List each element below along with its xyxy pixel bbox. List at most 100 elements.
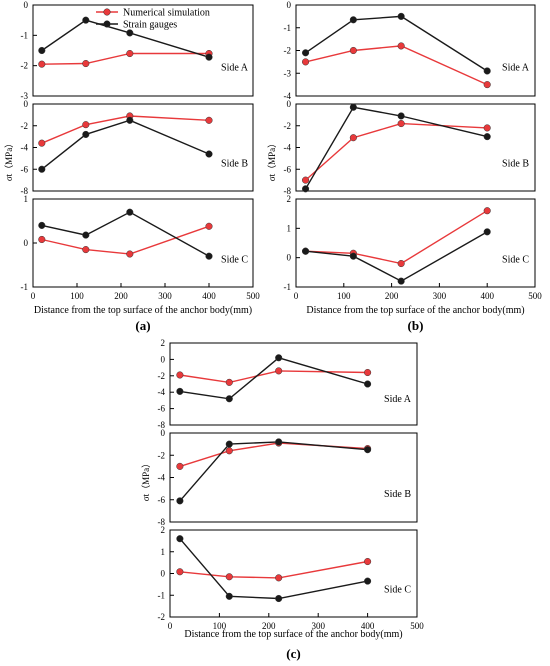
gauge-point — [38, 221, 46, 229]
subplot-frame — [295, 103, 536, 192]
side-label: Side C — [384, 585, 411, 596]
simulation-point — [483, 124, 491, 132]
y-tick-label: 2 — [161, 338, 166, 348]
legend-label: Strain gauges — [123, 20, 177, 31]
y-tick-label: -2 — [284, 46, 292, 56]
y-tick-label: -6 — [158, 404, 166, 414]
y-tick-label: -4 — [284, 143, 292, 153]
gauge-point — [364, 380, 372, 388]
simulation-point — [205, 116, 213, 124]
gauge-line — [179, 538, 368, 600]
gauge-point — [397, 12, 405, 20]
x-tick-label: 400 — [480, 291, 494, 301]
simulation-point — [364, 368, 372, 377]
side-label: Side A — [384, 394, 412, 405]
x-tick-label: 0 — [294, 291, 299, 301]
y-tick-label: 0 — [24, 0, 29, 10]
side-label: Side C — [221, 254, 248, 265]
simulation-line — [305, 210, 488, 265]
gauge-line — [41, 211, 210, 257]
gauge-point — [483, 133, 491, 141]
y-tick-label: 1 — [287, 223, 292, 233]
simulation-line — [305, 45, 488, 86]
gauge-line — [305, 231, 488, 282]
gauge-point — [38, 46, 46, 55]
panel-label: (c) — [286, 646, 300, 661]
simulation-point — [176, 462, 184, 470]
subplot-frame — [32, 4, 254, 97]
gauge-line — [179, 357, 368, 400]
simulation-line — [41, 52, 209, 65]
subplot-frame — [169, 342, 418, 426]
side-label: Side C — [502, 254, 529, 265]
y-tick-label: 0 — [161, 428, 166, 438]
y-axis-label: σt（MPa） — [267, 139, 277, 181]
simulation-line — [41, 225, 210, 255]
gauge-point — [82, 231, 90, 239]
simulation-point — [397, 120, 405, 128]
subplot-frame — [32, 198, 254, 288]
gauge-point — [225, 395, 233, 403]
x-tick-label: 200 — [114, 291, 128, 301]
y-tick-label: 1 — [24, 194, 29, 204]
gauge-point — [275, 354, 283, 362]
gauge-point — [349, 16, 357, 24]
side-label: Side B — [502, 159, 529, 170]
gauge-point — [275, 438, 283, 446]
gauge-point — [126, 29, 134, 37]
gauge-point — [349, 252, 357, 260]
simulation-point — [397, 259, 405, 268]
gauge-point — [82, 130, 90, 138]
gauge-point — [349, 103, 357, 111]
x-tick-label: 500 — [246, 291, 260, 301]
y-tick-label: -6 — [284, 164, 292, 174]
simulation-point — [126, 49, 134, 58]
x-tick-label: 300 — [433, 291, 447, 301]
x-tick-label: 500 — [410, 621, 424, 631]
simulation-point — [483, 81, 491, 89]
gauge-point — [126, 116, 134, 124]
gauge-point — [176, 497, 184, 505]
subplot-frame — [169, 432, 418, 523]
y-tick-label: -1 — [21, 282, 29, 292]
x-tick-label: 200 — [262, 621, 276, 631]
gauge-point — [364, 446, 372, 454]
simulation-point — [483, 207, 491, 215]
y-tick-label: -2 — [158, 450, 166, 460]
simulation-point — [225, 573, 233, 581]
simulation-point — [349, 46, 357, 55]
x-tick-label: 300 — [311, 621, 325, 631]
simulation-point — [397, 42, 405, 50]
y-tick-label: 0 — [161, 354, 166, 364]
simulation-point — [275, 367, 283, 375]
simulation-point — [38, 139, 46, 147]
y-tick-label: -6 — [21, 164, 29, 174]
simulation-point — [225, 447, 233, 455]
gauge-line — [305, 15, 488, 72]
panel-label: (a) — [135, 318, 150, 333]
y-tick-label: 2 — [287, 194, 292, 204]
simulation-point — [38, 235, 46, 244]
y-tick-label: -3 — [284, 68, 292, 78]
x-tick-label: 100 — [337, 291, 351, 301]
x-tick-label: 100 — [70, 291, 84, 301]
gauge-point — [302, 185, 310, 193]
gauge-point — [397, 112, 405, 120]
simulation-point — [82, 246, 90, 254]
side-label: Side A — [502, 63, 530, 74]
simulation-point — [126, 250, 134, 258]
simulation-point — [302, 58, 310, 66]
subplot-frame — [169, 529, 418, 618]
simulation-point — [205, 222, 213, 230]
y-tick-label: -4 — [284, 91, 292, 101]
gauge-point — [205, 150, 213, 158]
x-tick-label: 200 — [385, 291, 399, 301]
y-tick-label: 0 — [24, 238, 29, 248]
x-tick-label: 100 — [213, 621, 227, 631]
y-tick-label: -4 — [158, 473, 166, 483]
side-label: Side A — [221, 63, 249, 74]
simulation-point — [38, 60, 46, 68]
gauge-point — [275, 594, 283, 603]
simulation-point — [82, 121, 90, 129]
